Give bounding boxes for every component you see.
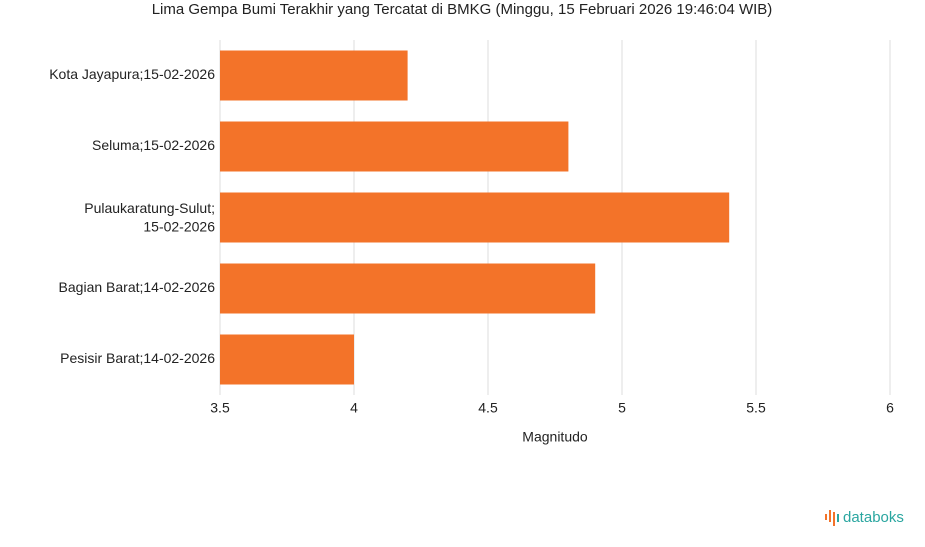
chart-title: Lima Gempa Bumi Terakhir yang Tercatat d…: [152, 1, 773, 18]
y-tick-label: Kota Jayapura;15-02-2026: [49, 66, 215, 82]
y-tick-label: Seluma;15-02-2026: [92, 137, 215, 153]
y-tick-label: Bagian Barat;14-02-2026: [59, 279, 216, 295]
x-tick-label: 5.5: [746, 400, 766, 416]
y-tick-label: Pesisir Barat;14-02-2026: [60, 350, 215, 366]
x-tick-label: 4: [350, 400, 358, 416]
bar: [220, 50, 408, 101]
x-tick-label: 5: [618, 400, 626, 416]
x-tick-label: 3.5: [210, 400, 230, 416]
bar: [220, 263, 596, 314]
x-tick-label: 4.5: [478, 400, 498, 416]
x-axis-title: Magnitudo: [522, 429, 588, 445]
x-tick-label: 6: [886, 400, 894, 416]
bar: [220, 121, 569, 172]
bar: [220, 334, 354, 385]
brand-logo: databoks: [825, 509, 904, 526]
bar: [220, 192, 730, 243]
brand-name: databoks: [843, 509, 904, 526]
y-tick-label: Pulaukaratung-Sulut; 15-02-2026: [84, 200, 215, 234]
